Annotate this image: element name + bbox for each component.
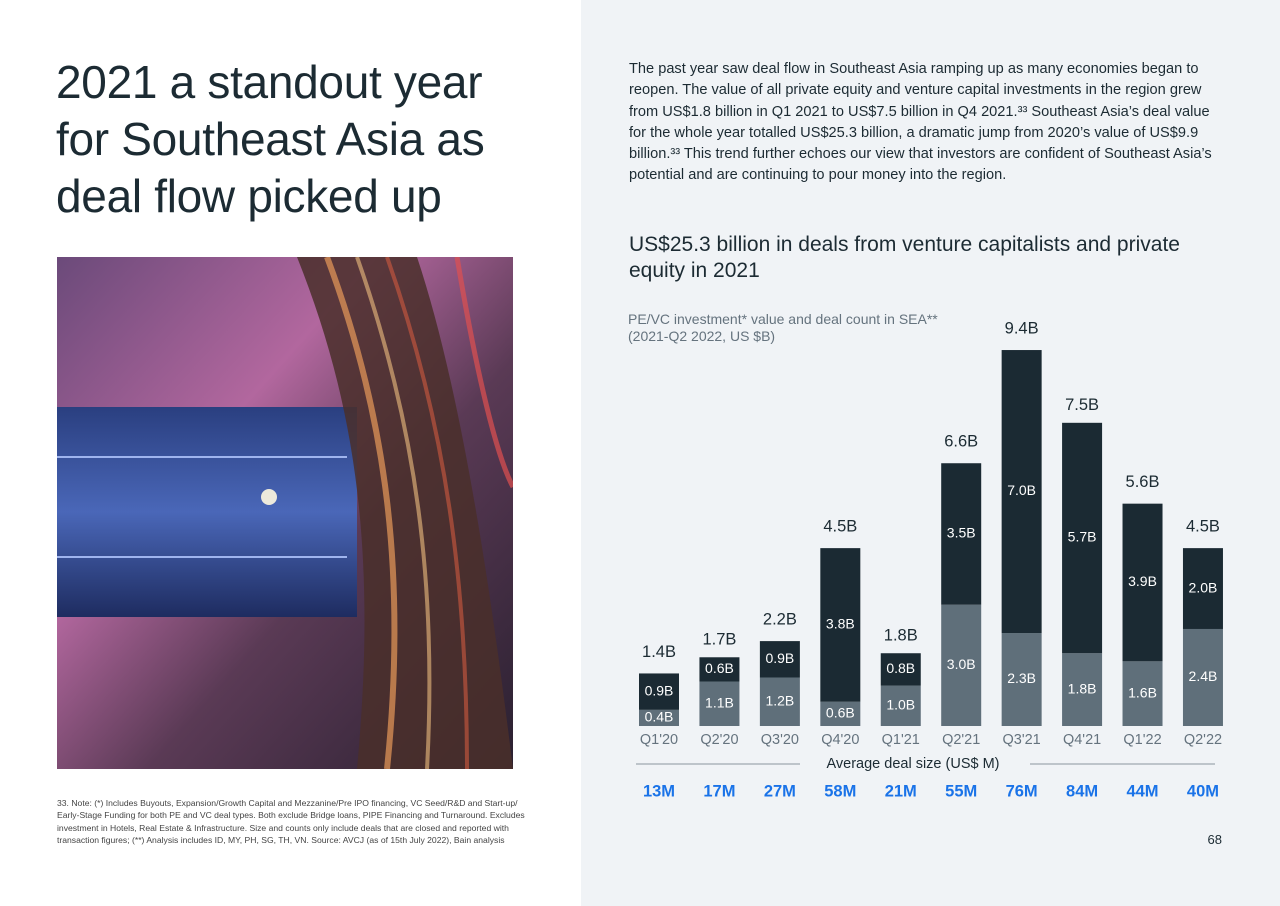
total-label: 9.4B <box>1005 319 1039 337</box>
total-label: 1.4B <box>642 643 676 661</box>
segment-label: 3.9B <box>1128 573 1157 589</box>
page-title: 2021 a standout year for Southeast Asia … <box>56 54 485 225</box>
bar-segment <box>699 681 740 726</box>
photo <box>57 257 513 769</box>
segment-label: 1.2B <box>765 692 794 708</box>
title-line: 2021 a standout year <box>56 56 483 108</box>
segment-label: 1.1B <box>705 694 734 710</box>
bar-segment <box>880 685 921 726</box>
body-text: The past year saw deal flow in Southeast… <box>629 61 1212 184</box>
x-tick-label: Q1'21 <box>882 732 920 748</box>
segment-label: 3.5B <box>947 525 976 541</box>
avg-deal-value: 76M <box>1006 782 1038 800</box>
bar-segment <box>820 701 861 726</box>
bar-segment <box>639 709 679 726</box>
total-label: 6.6B <box>944 433 978 451</box>
avg-deal-value: 13M <box>643 782 675 800</box>
avg-deal-value: 44M <box>1126 782 1158 800</box>
subtitle-line: PE/VC investment* value and deal count i… <box>628 311 938 327</box>
x-tick-label: Q4'21 <box>1063 732 1101 748</box>
segment-label: 0.9B <box>645 682 674 698</box>
x-tick-label: Q2'22 <box>1184 732 1222 748</box>
segment-label: 5.7B <box>1068 529 1097 545</box>
x-tick-label: Q2'21 <box>942 732 980 748</box>
bar-segment <box>1182 548 1223 629</box>
avg-deal-value: 40M <box>1187 782 1219 800</box>
bar-segment <box>759 677 800 726</box>
bar-segment <box>1182 628 1223 726</box>
bar-segment <box>880 653 921 686</box>
x-tick-label: Q2'20 <box>700 732 738 748</box>
title-line: deal flow picked up <box>56 170 442 222</box>
segment-label: 2.3B <box>1007 670 1036 686</box>
avg-deal-label: Average deal size (US$ M) <box>826 756 999 772</box>
bar-segment <box>941 463 982 605</box>
footnote: 33. Note: (*) Includes Buyouts, Expansio… <box>57 798 525 845</box>
segment-label: 0.4B <box>645 709 674 725</box>
segment-label: 0.8B <box>886 660 915 676</box>
total-label: 4.5B <box>823 517 857 535</box>
bar-segment <box>639 673 679 710</box>
segment-label: 0.6B <box>705 660 734 676</box>
bar-segment <box>1062 422 1103 654</box>
title-line: for Southeast Asia as <box>56 113 485 165</box>
segment-label: 2.0B <box>1189 579 1218 595</box>
avg-deal-value: 58M <box>824 782 856 800</box>
segment-label: 3.8B <box>826 616 855 632</box>
bar-segment <box>1122 503 1163 662</box>
total-label: 7.5B <box>1065 396 1099 414</box>
total-label: 2.2B <box>763 610 797 628</box>
bar-segment <box>1001 350 1042 634</box>
x-tick-label: Q1'22 <box>1123 732 1161 748</box>
page-number: 68 <box>1207 832 1222 847</box>
bar-segment <box>1001 633 1042 726</box>
segment-label: 1.8B <box>1068 680 1097 696</box>
bar-segment <box>1122 661 1163 726</box>
segment-label: 2.4B <box>1189 668 1218 684</box>
x-tick-label: Q3'20 <box>761 732 799 748</box>
segment-label: 0.6B <box>826 705 855 721</box>
total-label: 5.6B <box>1126 473 1160 491</box>
avg-deal-value: 27M <box>764 782 796 800</box>
segment-label: 3.0B <box>947 656 976 672</box>
x-tick-label: Q3'21 <box>1003 732 1041 748</box>
right-panel <box>581 0 1280 906</box>
avg-deal-value: 21M <box>885 782 917 800</box>
chart-subtitle: PE/VC investment* value and deal count i… <box>628 311 938 344</box>
total-label: 1.8B <box>884 627 918 645</box>
x-tick-label: Q4'20 <box>821 732 859 748</box>
segment-label: 0.9B <box>765 650 794 666</box>
bar-segment <box>820 548 861 702</box>
avg-deal-value: 84M <box>1066 782 1098 800</box>
subtitle-line: (2021-Q2 2022, US $B) <box>628 327 776 344</box>
avg-deal-value: 17M <box>703 782 735 800</box>
segment-label: 1.0B <box>886 696 915 712</box>
avg-deal-value: 55M <box>945 782 977 800</box>
bar-segment <box>1062 653 1103 726</box>
chart-title: US$25.3 billion in deals from venture ca… <box>629 233 1180 282</box>
total-label: 1.7B <box>702 631 736 649</box>
segment-label: 1.6B <box>1128 684 1157 700</box>
bar-segment <box>759 641 800 678</box>
total-label: 4.5B <box>1186 517 1220 535</box>
x-tick-label: Q1'20 <box>640 732 678 748</box>
bar-segment <box>941 604 982 726</box>
bar-segment <box>699 657 740 682</box>
segment-label: 7.0B <box>1007 482 1036 498</box>
